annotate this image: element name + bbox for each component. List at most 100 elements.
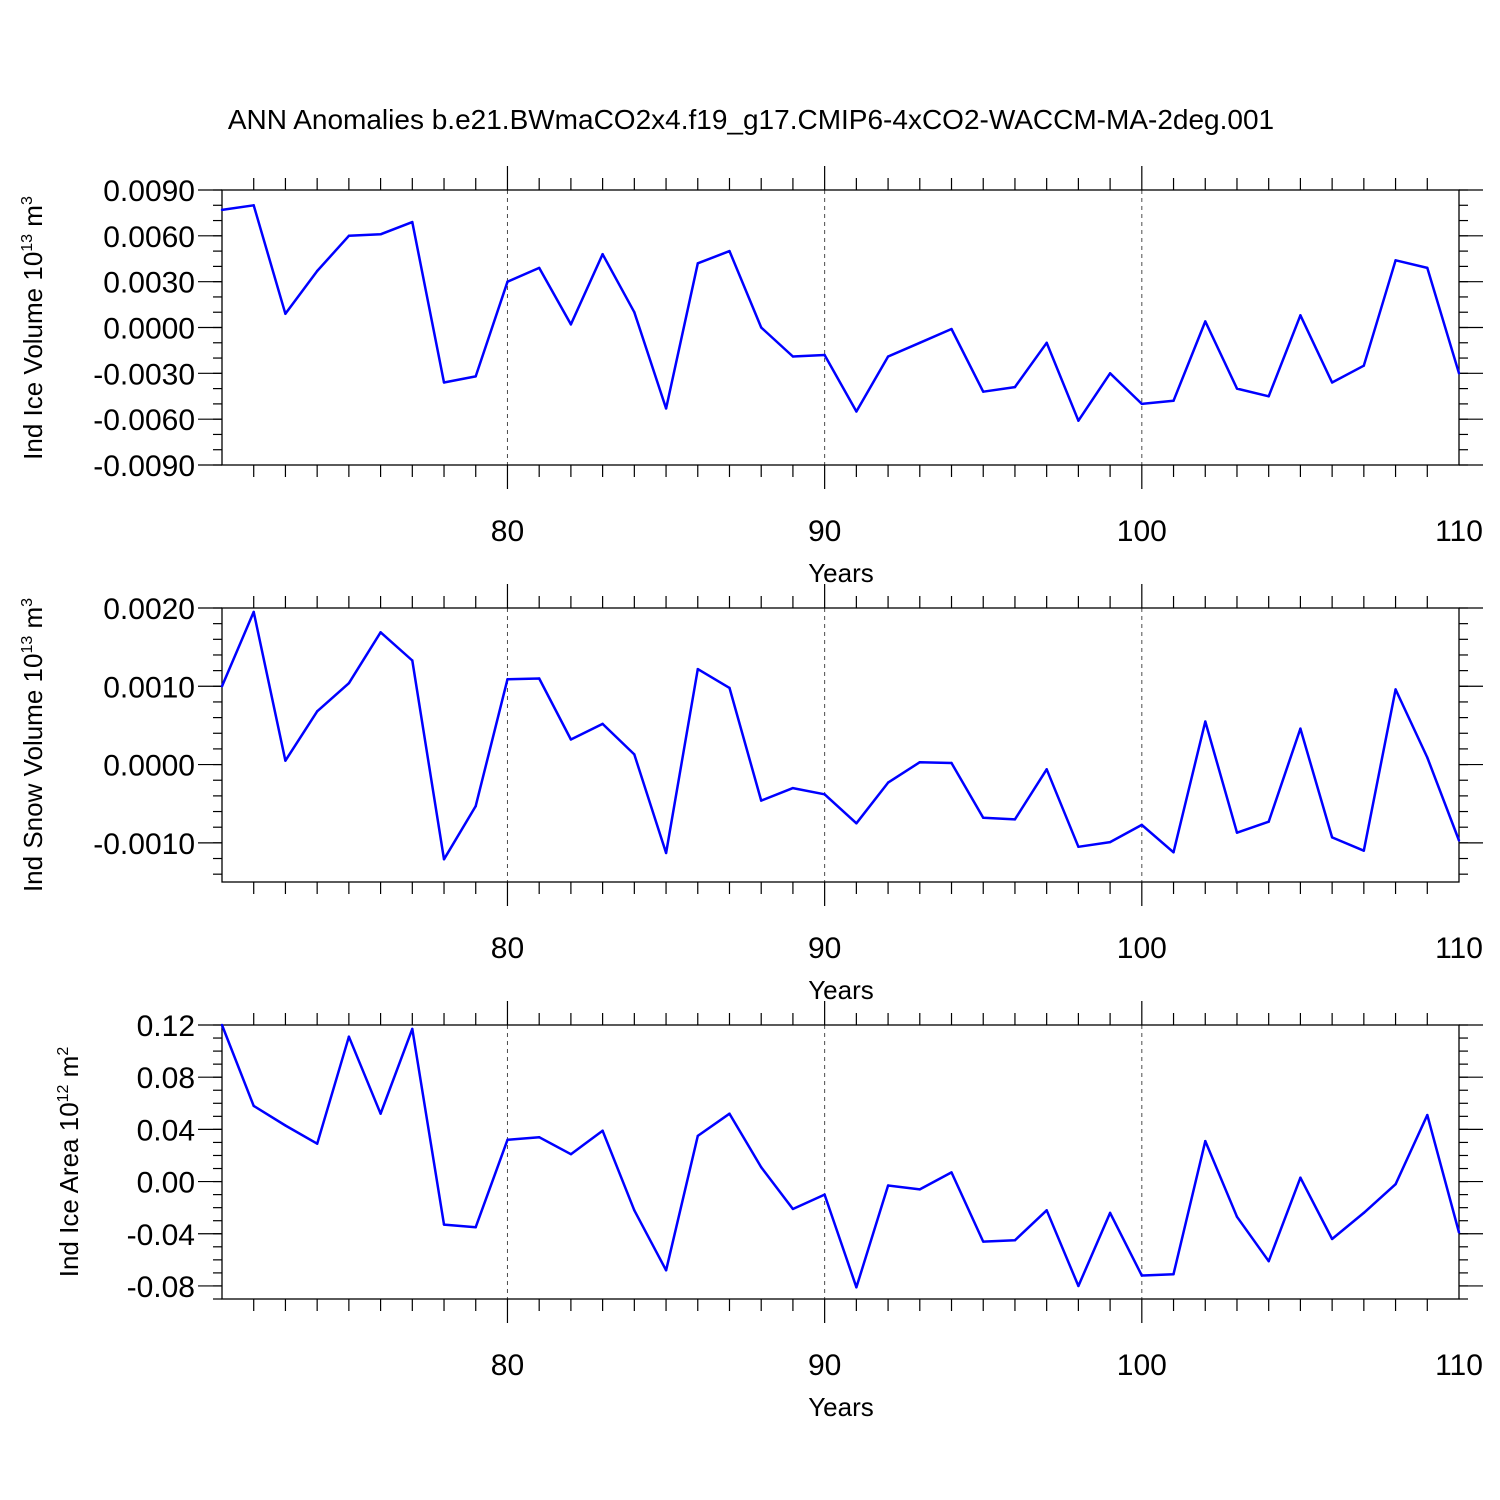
data-point: [569, 1152, 573, 1156]
data-point: [1140, 402, 1144, 406]
data-point: [569, 738, 573, 741]
data-point: [855, 410, 858, 413]
ylabel-snow-volume: Ind Snow Volume 1013 m3: [18, 598, 48, 892]
y-tick-label: 0.0000: [103, 750, 195, 783]
data-point: [284, 759, 287, 762]
x-tick-label: 100: [1117, 932, 1167, 965]
ylabel-ice-volume: Ind Ice Volume 1013 m3: [18, 196, 48, 460]
data-point: [1077, 845, 1080, 848]
data-point: [1045, 768, 1048, 771]
data-point: [1330, 1237, 1334, 1241]
data-point: [506, 678, 509, 681]
data-point: [347, 1035, 351, 1038]
series-line: [221, 204, 1461, 422]
data-point: [537, 677, 541, 680]
data-point: [284, 1124, 287, 1127]
data-point: [1140, 1274, 1144, 1277]
data-point: [1426, 266, 1429, 270]
data-point: [823, 1193, 826, 1196]
data-point: [1172, 1273, 1175, 1276]
data-point: [252, 610, 255, 614]
data-point: [918, 1188, 921, 1191]
data-point: [1204, 320, 1207, 323]
data-point: [1362, 1211, 1366, 1215]
data-point: [1362, 364, 1366, 367]
y-tick-label: -0.0060: [93, 404, 195, 437]
data-point: [886, 781, 890, 784]
data-point: [633, 753, 636, 756]
plot-frame: [221, 607, 1460, 883]
data-point: [347, 681, 351, 685]
y-tick-label: 0.0020: [103, 593, 195, 626]
data-point: [1457, 372, 1461, 375]
data-point: [1426, 756, 1429, 759]
panel-snow-volume: Ind Snow Volume 1013 m3 Years -0.0010 0.0…: [18, 584, 1483, 1005]
x-tick-label: 80: [491, 515, 524, 548]
data-point: [1394, 259, 1397, 262]
data-point: [886, 1184, 890, 1187]
data-point: [601, 722, 604, 726]
data-point: [315, 1142, 319, 1145]
data-point: [982, 390, 985, 393]
x-tick-label: 90: [808, 932, 841, 965]
data-point: [315, 710, 319, 713]
x-tick-label: 80: [491, 1349, 524, 1382]
panel-ice-volume: Ind Ice Volume 1013 m3 Years -0.0090 -0.0…: [18, 166, 1483, 588]
data-point: [696, 262, 699, 265]
data-point: [474, 804, 477, 808]
y-tick-label: -0.0090: [93, 450, 195, 483]
x-tick-label: 110: [1435, 1349, 1483, 1382]
data-point: [728, 686, 731, 690]
data-point: [1457, 839, 1461, 842]
plot-frame: [221, 1024, 1460, 1300]
data-point: [220, 685, 224, 688]
data-point: [220, 208, 224, 212]
x-tick-label: 90: [808, 1349, 841, 1382]
series-line: [220, 610, 1461, 861]
data-point: [1267, 820, 1270, 823]
ylabel-ice-area: Ind Ice Area 1012 m2: [54, 1047, 84, 1278]
data-point: [1267, 1259, 1270, 1263]
data-point: [918, 761, 921, 764]
data-point: [633, 1209, 636, 1212]
data-point: [1204, 720, 1207, 723]
data-point: [1299, 727, 1302, 730]
data-point: [886, 355, 890, 358]
y-tick-label: -0.0030: [93, 358, 195, 391]
data-point: [1204, 1139, 1207, 1143]
data-point: [601, 1129, 604, 1132]
x-tick-label: 90: [808, 515, 841, 548]
data-point: [1140, 823, 1144, 827]
panel-ice-area: Ind Ice Area 1012 m2 Years -0.08 -0.04 0.0…: [54, 1001, 1483, 1422]
data-point: [537, 1136, 541, 1139]
data-point: [315, 269, 319, 273]
x-tick-label: 110: [1435, 932, 1483, 965]
data-point: [1172, 851, 1175, 854]
data-point: [1108, 1211, 1112, 1215]
data-point: [442, 381, 446, 384]
data-point: [1235, 1215, 1239, 1219]
data-point: [1299, 1176, 1302, 1179]
data-point: [1172, 399, 1175, 403]
data-point: [791, 355, 795, 358]
data-point: [1330, 381, 1334, 384]
data-point: [411, 659, 414, 662]
data-point: [569, 323, 573, 326]
x-tick-label: 110: [1435, 515, 1483, 548]
data-point: [664, 1269, 668, 1272]
data-point: [1108, 372, 1112, 375]
data-point: [664, 851, 668, 855]
data-point: [696, 667, 699, 671]
data-point: [506, 1138, 509, 1142]
data-point: [1013, 385, 1017, 389]
data-point: [1108, 840, 1112, 844]
data-point: [537, 266, 541, 270]
y-tick-label: 0.0030: [103, 267, 195, 300]
data-point: [442, 1223, 446, 1226]
data-point: [855, 822, 858, 825]
data-point: [220, 1023, 224, 1027]
data-point: [1267, 395, 1270, 398]
data-point: [1394, 688, 1397, 691]
y-tick-label: 0.12: [137, 1010, 195, 1043]
